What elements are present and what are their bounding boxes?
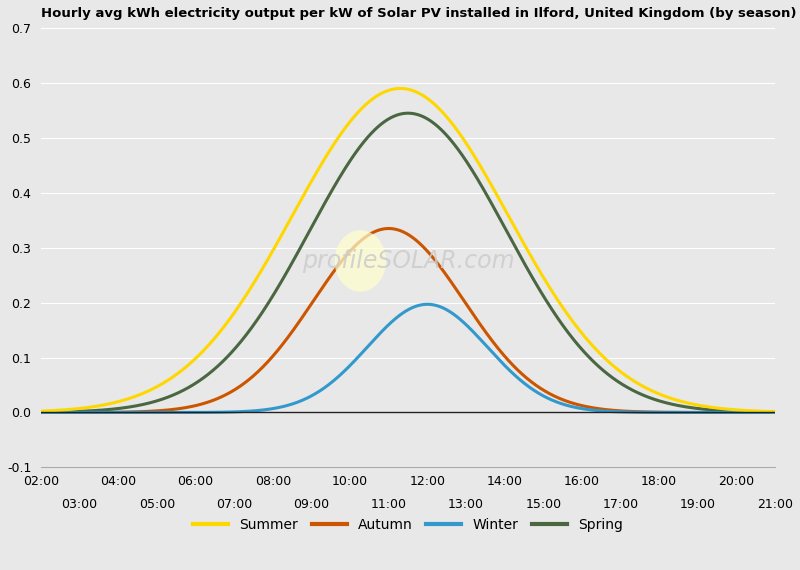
Text: 19:00: 19:00 [680, 498, 716, 511]
Text: 21:00: 21:00 [757, 498, 793, 511]
Text: 07:00: 07:00 [216, 498, 252, 511]
Text: 09:00: 09:00 [294, 498, 330, 511]
Text: 13:00: 13:00 [448, 498, 484, 511]
Text: 03:00: 03:00 [62, 498, 98, 511]
Text: 11:00: 11:00 [370, 498, 406, 511]
Ellipse shape [334, 230, 386, 292]
Text: Hourly avg kWh electricity output per kW of Solar PV installed in Ilford, United: Hourly avg kWh electricity output per kW… [41, 7, 797, 20]
Legend: Summer, Autumn, Winter, Spring: Summer, Autumn, Winter, Spring [188, 512, 628, 538]
Text: 05:00: 05:00 [139, 498, 175, 511]
Text: profileSOLAR.com: profileSOLAR.com [302, 249, 514, 273]
Text: 15:00: 15:00 [525, 498, 562, 511]
Text: 17:00: 17:00 [602, 498, 638, 511]
